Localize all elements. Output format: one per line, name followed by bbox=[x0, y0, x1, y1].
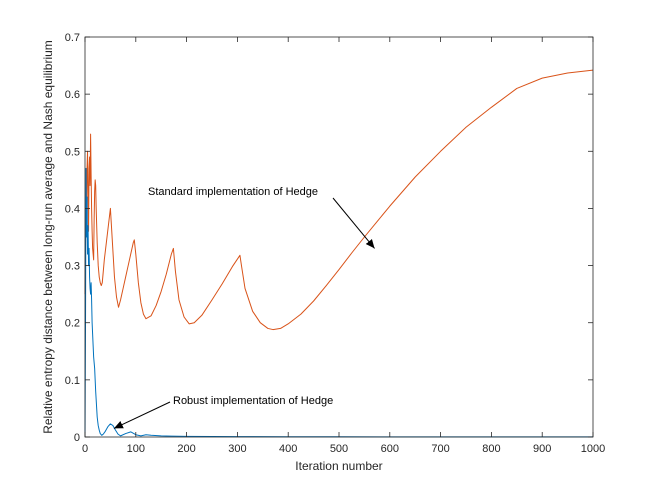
y-tick-label: 0.6 bbox=[65, 89, 80, 101]
plot-background bbox=[85, 37, 593, 437]
x-tick-label: 600 bbox=[381, 443, 399, 455]
x-tick-label: 400 bbox=[279, 443, 297, 455]
x-tick-label: 900 bbox=[533, 443, 551, 455]
x-tick-label: 300 bbox=[228, 443, 246, 455]
x-tick-label: 100 bbox=[127, 443, 145, 455]
axes-layer: 0 100 200 300 400 500 600 700 800 900 1000 0 0.1 0.2 0… bbox=[65, 32, 606, 455]
annotation-arrow-1 bbox=[332, 197, 375, 249]
y-tick-label: 0.5 bbox=[65, 146, 80, 158]
x-tick-label: 800 bbox=[482, 443, 500, 455]
y-tick-label: 0.2 bbox=[65, 318, 80, 330]
x-axis-label: Iteration number bbox=[295, 459, 382, 473]
y-tick-label: 0.3 bbox=[65, 261, 80, 273]
y-axis-label: Relative entropy distance between long-r… bbox=[41, 40, 55, 434]
annotation-text-2: Robust implementation of Hedge bbox=[173, 395, 333, 407]
y-tick-label: 0.7 bbox=[65, 32, 80, 44]
x-tick-label: 0 bbox=[82, 443, 88, 455]
annotation-arrow-2 bbox=[113, 401, 171, 429]
series-line-1 bbox=[84, 69, 594, 331]
y-tick-label: 0 bbox=[74, 432, 80, 444]
annotation-layer: Standard implementation of Hedge Robust i… bbox=[113, 186, 375, 429]
x-tick-label: 1000 bbox=[581, 443, 605, 455]
x-tick-label: 200 bbox=[177, 443, 195, 455]
y-tick-label: 0.4 bbox=[65, 203, 80, 215]
annotation-text-1: Standard implementation of Hedge bbox=[148, 186, 318, 198]
x-tick-label: 700 bbox=[431, 443, 449, 455]
x-tick-label: 500 bbox=[330, 443, 348, 455]
y-tick-label: 0.1 bbox=[65, 375, 80, 387]
